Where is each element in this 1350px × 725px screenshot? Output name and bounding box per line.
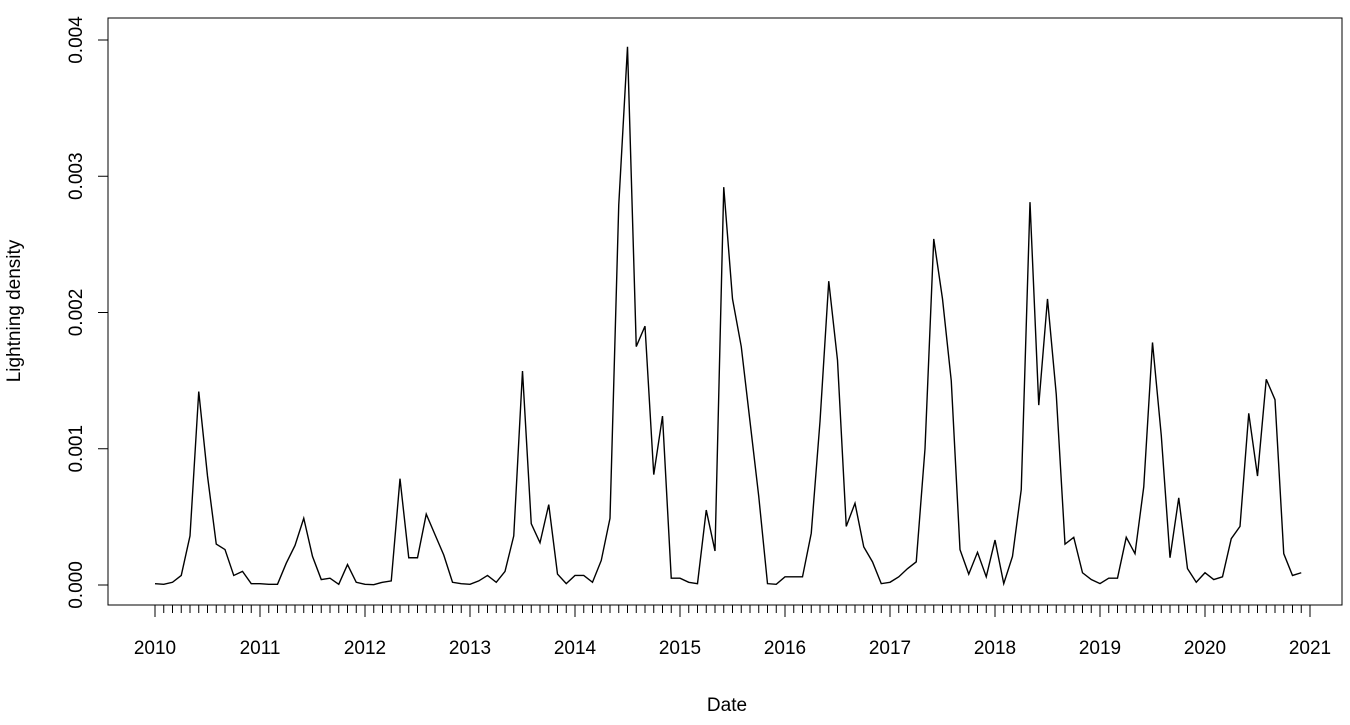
x-axis-label: Date [707,695,747,716]
x-tick-label: 2017 [869,638,911,659]
x-tick-label: 2012 [344,638,386,659]
y-tick-label: 0.003 [66,152,87,200]
y-tick-label: 0.000 [66,561,87,609]
y-tick-label: 0.004 [66,16,87,64]
x-tick-label: 2010 [134,638,176,659]
series-line [154,46,1302,587]
x-tick-label: 2011 [240,638,281,659]
x-tick-label: 2014 [554,638,597,659]
y-axis: 0.000 0.001 0.002 0.003 0.004 [66,16,109,609]
x-tick-label: 2015 [659,638,701,659]
x-tick-label: 2016 [764,638,806,659]
y-tick-label: 0.001 [66,425,87,473]
x-tick-label: 2018 [974,638,1016,659]
x-tick-label: 2013 [449,638,491,659]
plot-frame [107,17,1343,606]
y-tick-label: 0.002 [66,289,87,337]
y-axis-label: Lightning density [4,239,25,382]
x-tick-label: 2021 [1289,638,1331,659]
x-axis: 2010 2011 2012 2013 2014 2015 2016 2017 2018 2019… [134,604,1331,659]
x-tick-label: 2019 [1079,638,1121,659]
x-tick-label: 2020 [1184,638,1226,659]
